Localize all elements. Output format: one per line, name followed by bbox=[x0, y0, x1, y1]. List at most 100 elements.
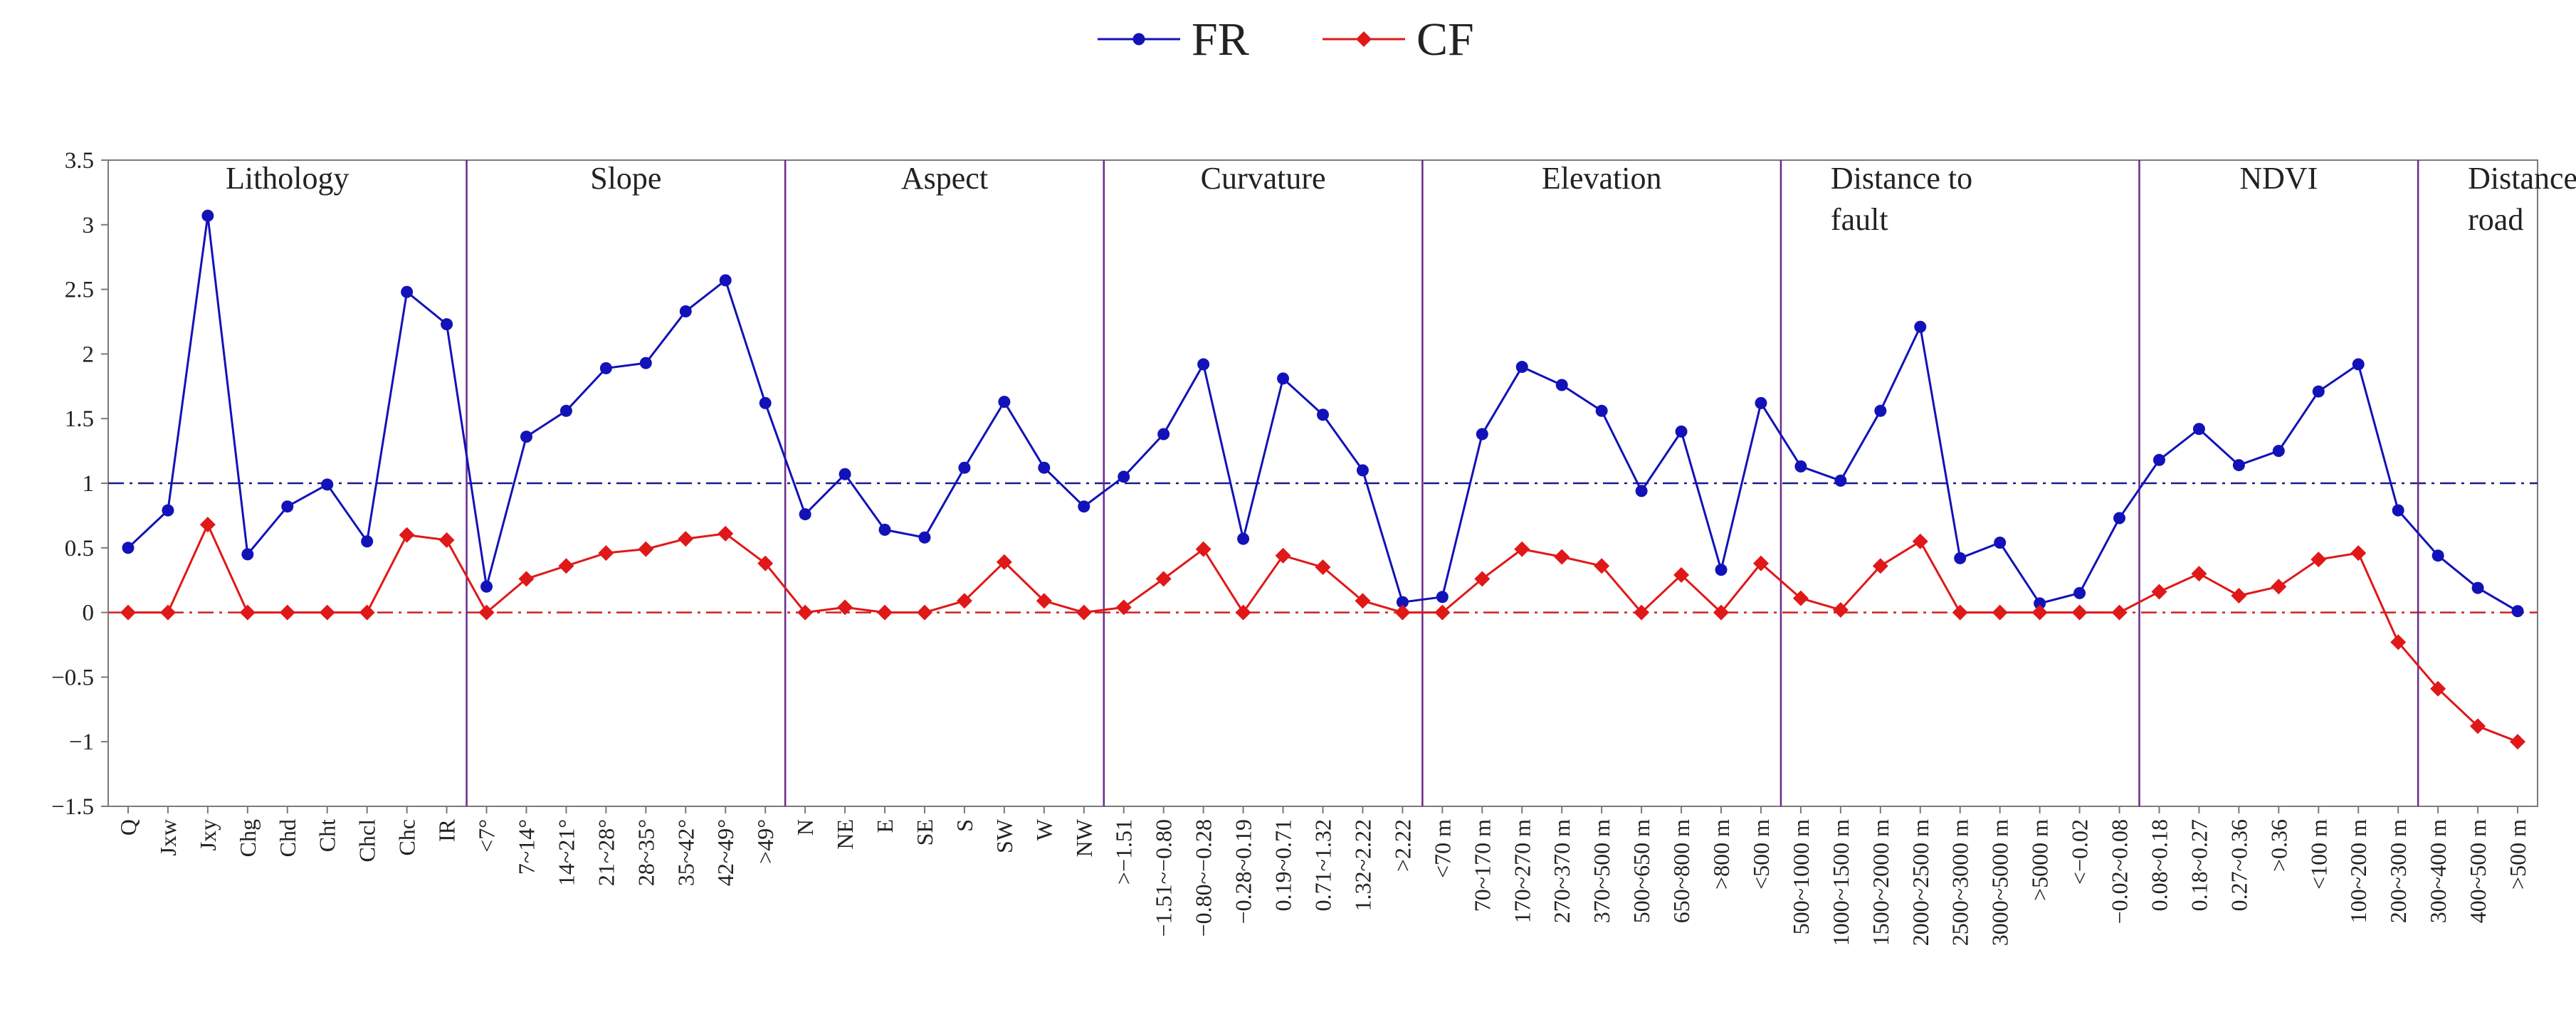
legend-label-fr: FR bbox=[1192, 14, 1249, 65]
data-point-fr bbox=[1755, 396, 1767, 409]
x-tick-label: 7~14° bbox=[513, 819, 539, 875]
data-point-fr bbox=[1157, 428, 1170, 441]
x-tick-label: 14~21° bbox=[553, 819, 579, 886]
data-point-fr bbox=[998, 396, 1011, 409]
data-point-cf bbox=[2231, 587, 2247, 603]
y-tick-label: 2.5 bbox=[65, 278, 94, 303]
x-tick-label: >500 m bbox=[2505, 819, 2530, 890]
group-label: Aspect bbox=[901, 161, 988, 196]
x-tick-label: 100~200 m bbox=[2345, 819, 2371, 923]
data-point-fr bbox=[1874, 404, 1887, 417]
y-tick-label: −0.5 bbox=[51, 665, 94, 690]
data-point-fr bbox=[1317, 409, 1329, 421]
data-point-fr bbox=[281, 500, 294, 513]
data-point-cf bbox=[877, 604, 893, 621]
x-tick-label: N bbox=[792, 819, 818, 836]
data-point-fr bbox=[2432, 549, 2444, 562]
group-label: road bbox=[2468, 202, 2523, 237]
data-point-fr bbox=[1675, 425, 1688, 438]
group-label: Slope bbox=[590, 161, 661, 196]
data-point-fr bbox=[321, 478, 334, 491]
data-point-fr bbox=[1237, 532, 1250, 545]
data-point-cf bbox=[1115, 599, 1132, 616]
x-tick-label: 270~370 m bbox=[1549, 819, 1574, 923]
data-point-fr bbox=[679, 305, 692, 317]
x-tick-label: 200~300 m bbox=[2385, 819, 2411, 923]
data-point-cf bbox=[1394, 604, 1411, 621]
data-point-fr bbox=[2232, 459, 2245, 472]
x-tick-label: 500~650 m bbox=[1629, 819, 1654, 923]
y-tick-label: 2 bbox=[83, 342, 95, 367]
x-tick-label: 370~500 m bbox=[1589, 819, 1614, 923]
y-tick-label: 3.5 bbox=[65, 148, 94, 174]
data-point-cf bbox=[2470, 718, 2486, 734]
data-point-fr bbox=[2073, 586, 2086, 599]
chart-legend: FR CF bbox=[1098, 14, 1474, 65]
group-label: Lithology bbox=[226, 161, 349, 196]
data-point-cf bbox=[1514, 541, 1530, 557]
data-point-fr bbox=[1396, 596, 1409, 608]
x-tick-label: <7° bbox=[474, 819, 500, 853]
x-tick-label: Cht bbox=[315, 819, 340, 852]
data-point-cf bbox=[2151, 584, 2167, 600]
data-point-fr bbox=[1834, 474, 1847, 487]
x-tick-label: 1.32~2.22 bbox=[1350, 819, 1375, 911]
data-point-cf bbox=[2510, 734, 2526, 750]
x-tick-label: Chc bbox=[394, 819, 420, 856]
x-tick-label: −0.28~0.19 bbox=[1231, 819, 1256, 924]
data-point-cf bbox=[2430, 680, 2446, 697]
data-point-fr bbox=[1715, 564, 1728, 576]
data-point-fr bbox=[1476, 428, 1488, 441]
x-tick-label: Chcl bbox=[354, 819, 380, 863]
data-point-cf bbox=[1713, 604, 1730, 621]
legend-marker-fr bbox=[1132, 33, 1145, 46]
y-tick-label: −1.5 bbox=[51, 794, 94, 820]
x-tick-label: 300~400 m bbox=[2425, 819, 2451, 923]
data-point-cf bbox=[1554, 549, 1570, 565]
data-point-cf bbox=[1673, 566, 1690, 583]
data-point-cf bbox=[319, 604, 335, 621]
data-point-fr bbox=[441, 318, 453, 331]
data-point-cf bbox=[1155, 571, 1172, 587]
data-point-cf bbox=[1434, 604, 1451, 621]
data-point-cf bbox=[2111, 604, 2128, 621]
data-point-fr bbox=[719, 274, 732, 287]
x-tick-label: Chg bbox=[235, 819, 261, 857]
data-point-fr bbox=[799, 508, 811, 521]
group-label: Distance to bbox=[1831, 161, 1972, 196]
data-point-cf bbox=[678, 531, 694, 547]
data-point-fr bbox=[241, 548, 254, 561]
data-point-fr bbox=[162, 504, 174, 517]
x-tick-label: >2.22 bbox=[1389, 819, 1415, 872]
data-point-cf bbox=[199, 517, 216, 533]
data-point-fr bbox=[1197, 358, 1210, 371]
data-point-fr bbox=[2152, 453, 2165, 466]
x-tick-label: 0.08~0.18 bbox=[2146, 819, 2172, 911]
data-point-cf bbox=[916, 604, 932, 621]
data-point-cf bbox=[1752, 555, 1769, 571]
x-tick-label: 0.71~1.32 bbox=[1310, 819, 1336, 911]
x-tick-label: −1.51~−0.80 bbox=[1151, 819, 1177, 937]
data-point-cf bbox=[359, 604, 375, 621]
data-point-cf bbox=[478, 604, 495, 621]
data-point-fr bbox=[1794, 460, 1807, 473]
data-point-cf bbox=[159, 604, 176, 621]
data-point-cf bbox=[279, 604, 295, 621]
data-point-fr bbox=[2352, 358, 2365, 371]
x-tick-label: 70~170 m bbox=[1469, 819, 1495, 912]
y-tick-label: 0.5 bbox=[65, 536, 94, 562]
group-label: fault bbox=[1831, 202, 1888, 237]
group-label: Curvature bbox=[1201, 161, 1326, 196]
data-point-cf bbox=[1315, 559, 1331, 576]
data-point-fr bbox=[1038, 461, 1051, 474]
x-tick-label: 3000~5000 m bbox=[1987, 819, 2013, 946]
x-tick-label: W bbox=[1031, 818, 1057, 840]
data-point-cf bbox=[2031, 604, 2048, 621]
data-point-fr bbox=[559, 404, 572, 417]
data-point-cf bbox=[638, 541, 654, 557]
x-tick-label: E bbox=[872, 819, 898, 833]
x-tick-label: >5000 m bbox=[2027, 819, 2053, 901]
data-point-cf bbox=[438, 532, 455, 548]
x-tick-label: <500 m bbox=[1748, 819, 1774, 890]
